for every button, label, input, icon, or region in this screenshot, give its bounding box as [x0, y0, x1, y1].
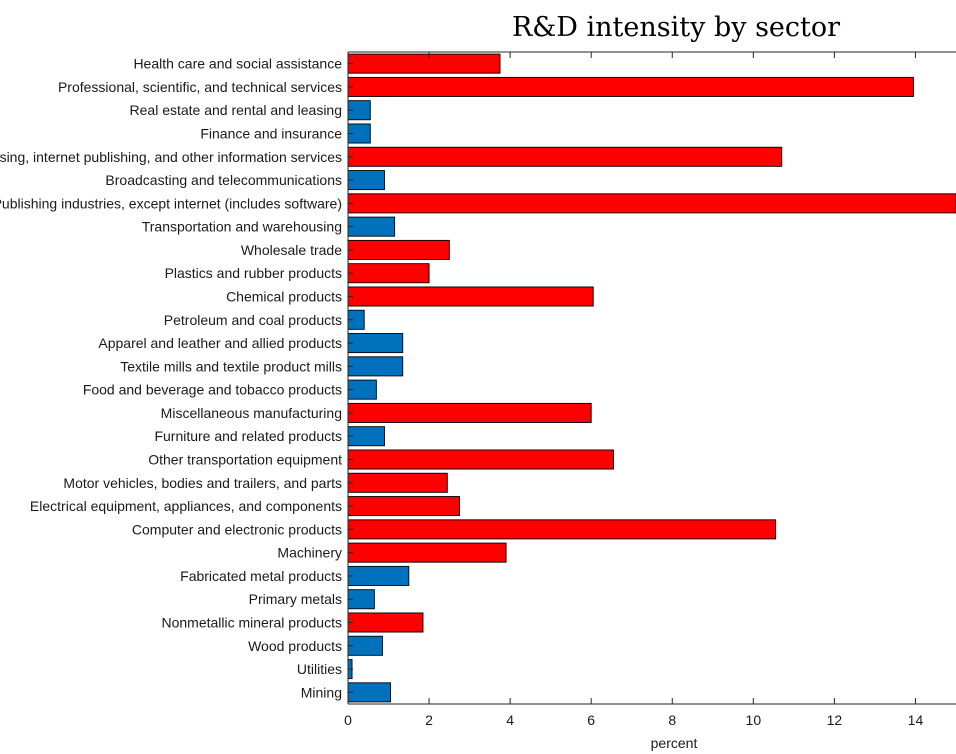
bar: [347, 402, 592, 423]
bar: [347, 170, 385, 191]
bar: [347, 239, 450, 260]
category-label: Broadcasting and telecommunications: [105, 172, 342, 188]
category-label: Electrical equipment, appliances, and co…: [30, 498, 342, 514]
category-label: Professional, scientific, and technical …: [58, 79, 342, 95]
category-label: Data processing, internet publishing, an…: [0, 149, 342, 165]
category-label: Wood products: [248, 638, 342, 654]
bar: [347, 426, 385, 447]
bar: [347, 216, 396, 237]
bar: [347, 519, 777, 540]
bar: [347, 449, 614, 470]
category-label: Textile mills and textile product mills: [120, 358, 342, 374]
category-label: Petroleum and coal products: [164, 312, 342, 328]
bar: [347, 635, 383, 656]
category-label: Other transportation equipment: [148, 452, 342, 468]
category-label: Nonmetallic mineral products: [161, 615, 342, 631]
category-label: Fabricated metal products: [180, 568, 342, 584]
bar: [347, 53, 501, 74]
bars-layer: [347, 53, 956, 703]
category-label: Motor vehicles, bodies and trailers, and…: [63, 475, 342, 491]
category-label: Mining: [301, 684, 342, 700]
x-tick-label: 4: [506, 712, 514, 728]
category-label: Transportation and warehousing: [142, 219, 342, 235]
x-tick-label: 14: [908, 712, 924, 728]
x-tick-labels: 0 2 4 6 8 10 12 14: [344, 712, 923, 728]
category-label: Food and beverage and tobacco products: [83, 382, 342, 398]
category-label: Finance and insurance: [200, 126, 342, 142]
x-tick-label: 6: [587, 712, 595, 728]
bar: [347, 472, 448, 493]
bar: [347, 682, 392, 703]
category-label: Plastics and rubber products: [165, 265, 342, 281]
category-label: Chemical products: [226, 289, 342, 305]
bar: [347, 333, 404, 354]
category-label: Health care and social assistance: [133, 56, 342, 72]
bar: [347, 612, 424, 633]
x-tick-label: 10: [746, 712, 762, 728]
bar: [347, 146, 783, 167]
bar: [347, 542, 507, 563]
x-tick-label: 12: [827, 712, 843, 728]
bar: [347, 496, 460, 517]
chart-title: R&D intensity by sector: [512, 12, 840, 43]
x-tick-label: 0: [344, 712, 352, 728]
x-tick-label: 8: [668, 712, 676, 728]
bar: [347, 263, 430, 284]
category-label: Computer and electronic products: [132, 521, 342, 537]
category-label: Machinery: [277, 545, 342, 561]
bar: [347, 286, 594, 307]
category-label: Publishing industries, except internet (…: [0, 195, 342, 211]
category-labels: Health care and social assistance Profess…: [0, 56, 342, 701]
category-label: Furniture and related products: [154, 428, 342, 444]
x-tick-label: 2: [425, 712, 433, 728]
x-axis-label: percent: [651, 735, 698, 751]
bar: [347, 76, 914, 97]
bar: [347, 193, 956, 214]
bar: [347, 565, 410, 586]
category-label: Miscellaneous manufacturing: [161, 405, 342, 421]
category-label: Wholesale trade: [241, 242, 342, 258]
category-label: Apparel and leather and allied products: [98, 335, 342, 351]
bar: [347, 356, 404, 377]
axes-layer: [347, 51, 956, 705]
category-label: Real estate and rental and leasing: [130, 102, 342, 118]
category-label: Utilities: [297, 661, 342, 677]
category-label: Primary metals: [249, 591, 342, 607]
